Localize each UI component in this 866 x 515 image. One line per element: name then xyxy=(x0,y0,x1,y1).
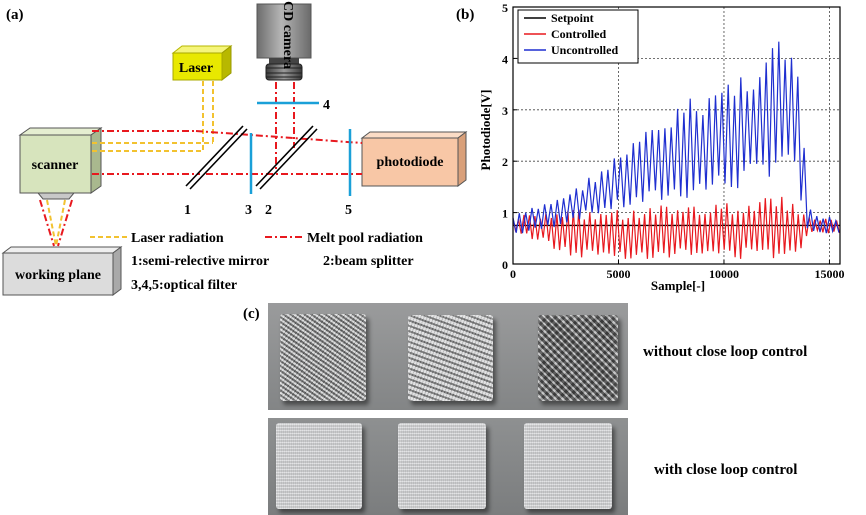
scanner-box: scanner xyxy=(18,127,103,200)
semi-reflective-mirror xyxy=(185,125,248,190)
sample-without-3 xyxy=(538,315,618,401)
photo-without-control xyxy=(268,303,628,410)
sample-without-1 xyxy=(280,314,366,401)
legend-laser-text: Laser radiation xyxy=(131,231,224,246)
legend-item2: 2:beam splitter xyxy=(323,254,414,269)
plot-area: 0 5000 10000 15000 0 1 2 3 4 5 Setpoint Controlled U… xyxy=(502,1,844,281)
sample-without-2 xyxy=(408,315,493,401)
laser-label: Laser xyxy=(179,61,213,76)
legend-label-controlled: Controlled xyxy=(551,27,606,41)
y-tick-label: 4 xyxy=(502,52,508,66)
optical-filters xyxy=(249,101,352,196)
x-tick-label: 15000 xyxy=(814,267,844,281)
panel-label-b: (b) xyxy=(456,7,474,23)
scanner-label: scanner xyxy=(32,158,79,173)
laser-box: Laser xyxy=(171,44,233,82)
photodiode-label: photodiode xyxy=(377,155,444,170)
legend-item345: 3,4,5:optical filter xyxy=(131,278,237,293)
photodiode-chart: (b) 0 5000 10000 15000 0 1 2 3 4 5 Setpoint Control… xyxy=(456,1,844,293)
number-2: 2 xyxy=(265,203,272,218)
number-4: 4 xyxy=(323,98,330,113)
melt-pool-beam-paths xyxy=(39,82,363,247)
legend-melt-text: Melt pool radiation xyxy=(307,231,423,246)
caption-with-control: with close loop control xyxy=(654,462,798,478)
y-tick-label: 2 xyxy=(502,155,508,169)
beam-splitter xyxy=(255,125,318,190)
number-5: 5 xyxy=(345,203,352,218)
legend-label-setpoint: Setpoint xyxy=(551,11,594,25)
panel-label-a: (a) xyxy=(6,7,24,23)
y-tick-label: 1 xyxy=(502,207,508,221)
legend-label-uncontrolled: Uncontrolled xyxy=(551,43,618,57)
component-numbers: 1 3 2 5 4 xyxy=(184,98,352,218)
sample-with-3 xyxy=(524,423,612,509)
chart-legend-box xyxy=(517,9,639,64)
x-tick-label: 0 xyxy=(510,267,516,281)
plot-frame xyxy=(512,6,841,265)
x-tick-label: 10000 xyxy=(709,267,739,281)
x-axis-label: Sample[-] xyxy=(651,278,705,293)
x-tick-label: 5000 xyxy=(606,267,630,281)
sample-with-1 xyxy=(276,423,362,509)
working-plane-label: working plane xyxy=(15,268,101,283)
ccd-camera-label: CCD camera xyxy=(280,0,295,69)
caption-without-control: without close loop control xyxy=(643,344,808,360)
photodiode-box: photodiode xyxy=(360,131,468,187)
y-tick-label: 0 xyxy=(502,258,508,272)
y-tick-label: 3 xyxy=(502,104,508,118)
number-3: 3 xyxy=(245,203,252,218)
series-line-uncontrolled xyxy=(512,41,840,234)
working-plane-box: working plane xyxy=(1,246,123,296)
panel-label-c: (c) xyxy=(243,306,260,322)
photo-with-control xyxy=(268,418,628,515)
y-axis-label: Photodiode[V] xyxy=(478,90,493,171)
ccd-camera: CCD camera xyxy=(256,0,312,81)
legend-item1: 1:semi-relective mirror xyxy=(131,254,269,269)
sample-with-2 xyxy=(398,423,486,509)
setup-legend: Laser radiation Melt pool radiation 1:se… xyxy=(90,231,423,293)
y-tick-label: 5 xyxy=(502,1,508,15)
number-1: 1 xyxy=(184,203,191,218)
setup-diagram: (a) Laser CCD camera scanner xyxy=(1,0,468,296)
